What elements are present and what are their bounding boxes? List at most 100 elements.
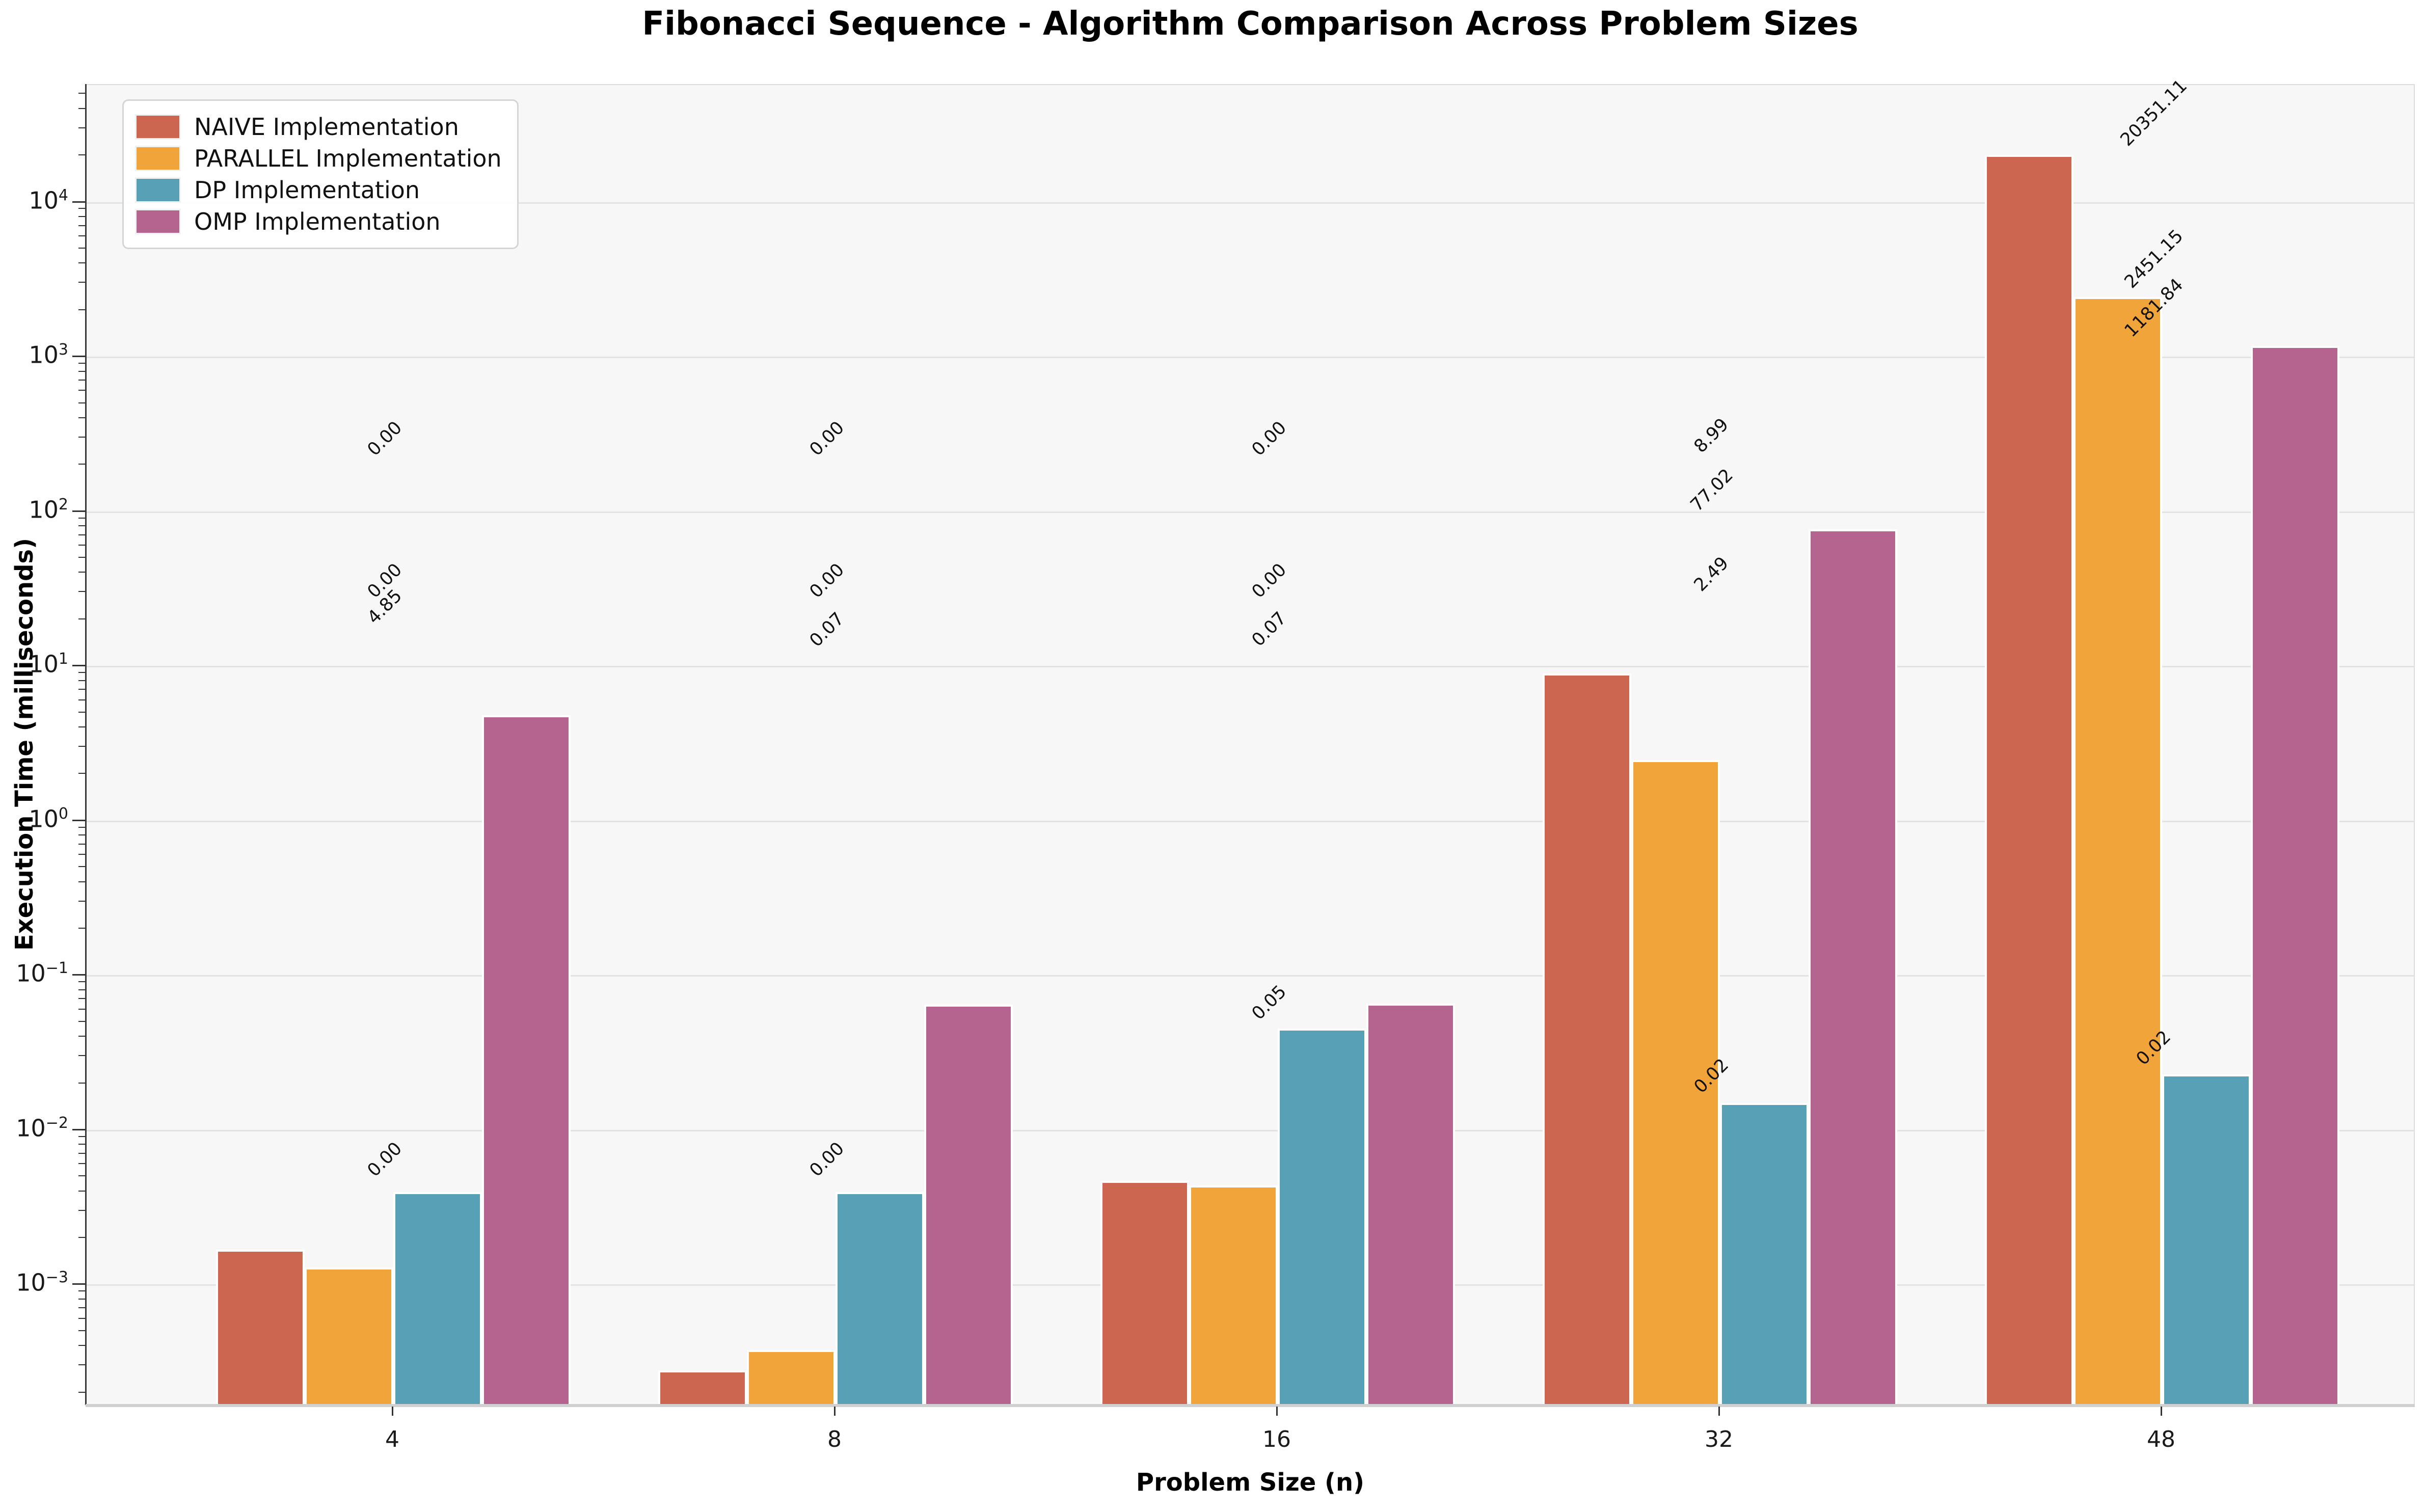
y-minor-tick (78, 534, 86, 535)
y-minor-tick (78, 834, 86, 836)
gridline-10e1 (87, 666, 2414, 668)
y-minor-tick (78, 711, 86, 713)
legend-label: PARALLEL Implementation (194, 145, 502, 172)
y-minor-tick (78, 1330, 86, 1331)
legend-swatch-icon (135, 146, 181, 171)
bar-omp-n32 (1809, 529, 1897, 1406)
y-minor-tick (78, 390, 86, 391)
bar-parallel-n4 (305, 1267, 393, 1406)
legend-label: OMP Implementation (194, 208, 441, 235)
legend-swatch-icon (135, 114, 181, 140)
y-minor-tick (78, 1237, 86, 1238)
legend-item: PARALLEL Implementation (135, 143, 502, 174)
y-minor-tick (78, 1290, 86, 1292)
legend-label: DP Implementation (194, 176, 420, 204)
y-minor-tick (78, 417, 86, 418)
y-minor-tick (78, 436, 86, 438)
y-minor-tick (78, 900, 86, 902)
y-minor-tick (78, 262, 86, 264)
y-minor-tick (78, 1209, 86, 1211)
y-minor-tick (78, 1055, 86, 1057)
y-minor-tick (78, 591, 86, 592)
bar-dp-n48 (2162, 1074, 2251, 1406)
y-minor-tick (78, 745, 86, 747)
y-minor-tick (78, 881, 86, 882)
y-minor-tick (78, 370, 86, 372)
x-tick-label: 4 (385, 1426, 399, 1452)
bar-dp-n32 (1720, 1103, 1809, 1406)
bar-naive-n16 (1100, 1181, 1189, 1406)
y-minor-tick (78, 1036, 86, 1037)
gridline-10e0 (87, 820, 2414, 822)
chart-title: Fibonacci Sequence - Algorithm Compariso… (642, 5, 1858, 43)
x-tick (1718, 1407, 1720, 1416)
y-minor-tick (78, 363, 86, 364)
legend-label: NAIVE Implementation (194, 113, 459, 141)
y-minor-tick (78, 866, 86, 868)
x-tick-label: 48 (2147, 1426, 2175, 1452)
y-minor-tick (78, 557, 86, 558)
y-axis-title: Execution Time (milliseconds) (10, 537, 39, 951)
y-minor-tick (78, 572, 86, 573)
y-minor-tick (78, 235, 86, 236)
y-minor-tick (78, 618, 86, 619)
y-minor-tick (78, 1317, 86, 1319)
y-tick-label: 100 (29, 804, 68, 833)
bar-parallel-n32 (1631, 760, 1720, 1406)
y-minor-tick (78, 699, 86, 700)
y-minor-tick (78, 1175, 86, 1177)
y-axis-spine (85, 84, 87, 1405)
x-axis-title: Problem Size (n) (1136, 1468, 1365, 1497)
y-minor-tick (78, 1298, 86, 1300)
bar-naive-n32 (1543, 673, 1631, 1406)
y-minor-tick (78, 545, 86, 546)
plot-area (86, 84, 2415, 1406)
y-minor-tick (78, 1020, 86, 1022)
y-tick-label: 103 (29, 341, 68, 369)
y-major-tick (72, 1128, 86, 1130)
y-major-tick (72, 819, 86, 821)
x-tick-label: 16 (1262, 1426, 1291, 1452)
y-minor-tick (78, 1364, 86, 1366)
bar-naive-n48 (1985, 154, 2073, 1406)
y-minor-tick (78, 380, 86, 381)
legend-item: DP Implementation (135, 174, 502, 206)
bar-omp-n4 (482, 715, 571, 1406)
y-tick-label: 10−2 (16, 1114, 68, 1142)
bar-dp-n8 (836, 1192, 924, 1406)
y-minor-tick (78, 107, 86, 109)
y-minor-tick (78, 1144, 86, 1145)
bar-dp-n16 (1278, 1029, 1366, 1406)
bar-naive-n4 (216, 1249, 305, 1406)
x-tick (834, 1407, 836, 1416)
y-minor-tick (78, 1082, 86, 1084)
y-minor-tick (78, 464, 86, 465)
y-minor-tick (78, 1307, 86, 1309)
y-minor-tick (78, 689, 86, 690)
bar-parallel-n8 (747, 1350, 836, 1406)
bar-dp-n4 (393, 1192, 482, 1406)
y-minor-tick (78, 672, 86, 673)
x-tick (392, 1407, 393, 1416)
y-minor-tick (78, 680, 86, 681)
y-major-tick (72, 974, 86, 976)
y-minor-tick (78, 927, 86, 929)
y-major-tick (72, 201, 86, 203)
y-minor-tick (78, 525, 86, 527)
bar-omp-n16 (1366, 1004, 1455, 1406)
y-minor-tick (78, 998, 86, 1000)
y-major-tick (72, 510, 86, 512)
y-tick-label: 102 (29, 495, 68, 524)
y-minor-tick (78, 208, 86, 209)
legend: NAIVE Implementation PARALLEL Implementat… (122, 99, 519, 249)
legend-swatch-icon (135, 209, 181, 234)
y-minor-tick (78, 309, 86, 310)
y-minor-tick (78, 1391, 86, 1393)
y-minor-tick (78, 1152, 86, 1154)
y-minor-tick (78, 1163, 86, 1165)
y-major-tick (72, 356, 86, 358)
gridline-10e2 (87, 511, 2414, 513)
y-major-tick (72, 665, 86, 667)
y-minor-tick (78, 1345, 86, 1346)
